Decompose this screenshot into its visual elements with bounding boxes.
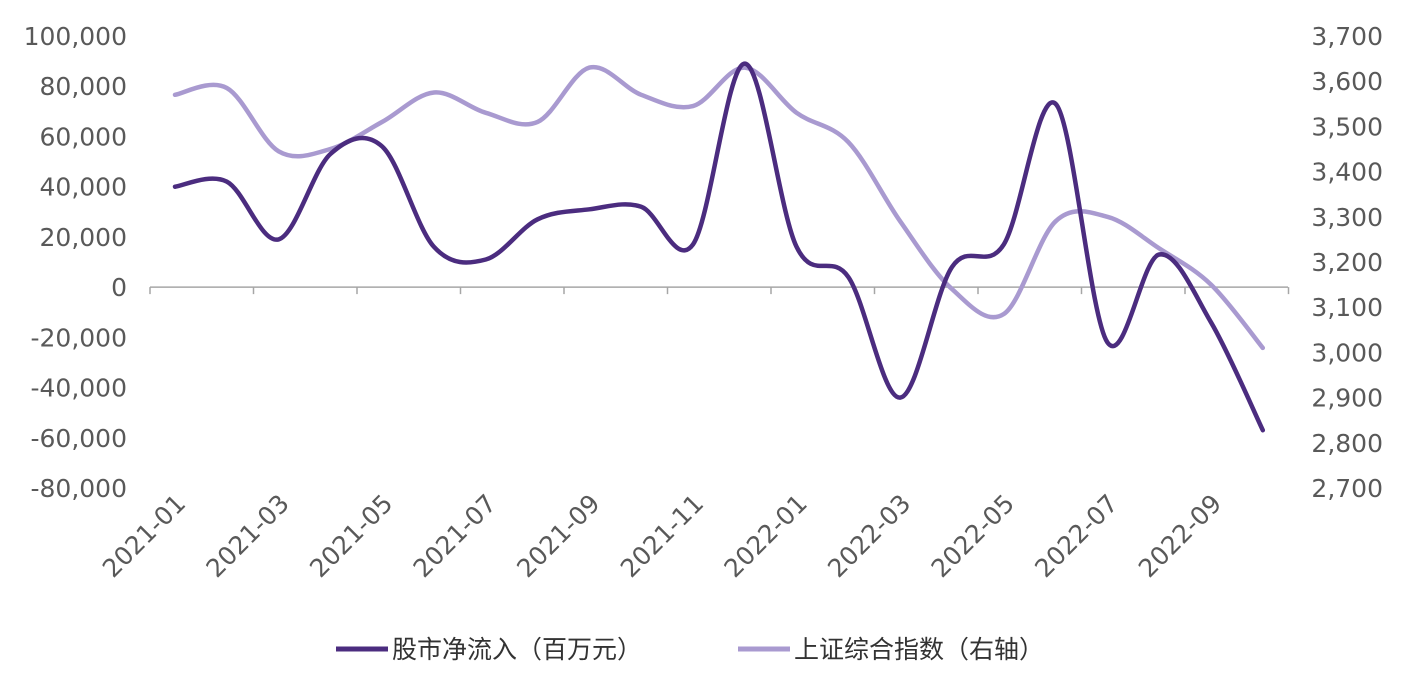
x-axis-tick-label: 2021-11 (615, 489, 709, 583)
right-axis-tick-label: 2,900 (1311, 384, 1383, 413)
left-axis-ticks: 100,000 80,000 60,000 40,000 20,000 0 -20,000 -… (24, 22, 127, 503)
x-axis-tick-label: 2021-03 (200, 489, 294, 583)
legend-label-shanghai-index: 上证综合指数（右轴） (794, 635, 1044, 664)
right-axis-tick-label: 3,100 (1311, 293, 1383, 322)
left-axis-tick-label: 0 (111, 273, 127, 302)
right-axis-tick-label: 3,600 (1311, 67, 1383, 96)
left-axis-tick-label: 60,000 (40, 122, 127, 151)
x-axis-tick-label: 2021-05 (304, 489, 398, 583)
series-line-shanghai-index (172, 64, 1266, 351)
x-axis-tick-label: 2021-09 (511, 489, 605, 583)
right-axis-ticks: 3,700 3,600 3,500 3,400 3,300 3,200 3,100 3,000… (1311, 22, 1383, 503)
legend: 股市净流入（百万元） 上证综合指数（右轴） (336, 635, 1044, 664)
right-axis-tick-label: 2,700 (1311, 474, 1383, 503)
right-axis-tick-label: 3,500 (1311, 112, 1383, 141)
axes (149, 286, 1290, 295)
left-axis-tick-label: -20,000 (31, 323, 128, 352)
x-axis-tick-label: 2022-01 (718, 489, 812, 583)
right-axis-tick-label: 3,300 (1311, 203, 1383, 232)
left-axis-tick-label: 80,000 (40, 72, 127, 101)
right-axis-tick-label: 3,000 (1311, 338, 1383, 367)
right-axis-tick-label: 3,700 (1311, 22, 1383, 51)
x-axis-tick-label: 2022-03 (822, 489, 916, 583)
left-axis-tick-label: -80,000 (31, 474, 128, 503)
left-axis-tick-label: 100,000 (24, 22, 127, 51)
left-axis-tick-label: 20,000 (40, 223, 127, 252)
left-axis-tick-label: 40,000 (40, 173, 127, 202)
x-axis-tick-label: 2021-07 (408, 489, 502, 583)
legend-label-net-inflow: 股市净流入（百万元） (392, 635, 642, 664)
x-axis-tick-label: 2022-07 (1029, 489, 1123, 583)
right-axis-tick-label: 2,800 (1311, 429, 1383, 458)
x-axis-tick-label: 2022-05 (926, 489, 1020, 583)
x-axis-ticks: 2021-01 2021-03 2021-05 2021-07 2021-09 2021-… (97, 489, 1227, 583)
right-axis-tick-label: 3,400 (1311, 158, 1383, 187)
series-lines (172, 61, 1266, 433)
left-axis-tick-label: -40,000 (31, 374, 128, 403)
right-axis-tick-label: 3,200 (1311, 248, 1383, 277)
left-axis-tick-label: -60,000 (31, 424, 128, 453)
series-line-net-inflow (172, 61, 1266, 433)
x-axis-tick-label: 2022-09 (1133, 489, 1227, 583)
